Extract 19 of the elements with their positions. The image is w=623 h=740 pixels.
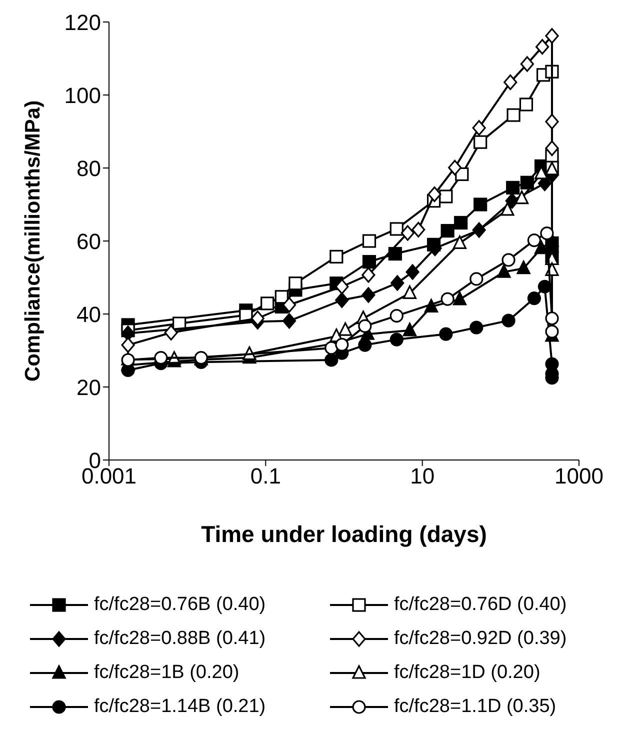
legend-label: fc/fc28=0.76D (0.40) — [394, 594, 567, 616]
y-tick-label: 100 — [64, 82, 101, 108]
x-tick-label: 10 — [410, 464, 435, 489]
legend-label: fc/fc28=1.1D (0.35) — [394, 696, 556, 718]
legend-label: fc/fc28=1.14B (0.21) — [94, 696, 266, 718]
y-tick-label: 20 — [76, 374, 101, 400]
x-axis-title: Time under loading (days) — [201, 521, 487, 547]
x-tick-label: 1000 — [554, 464, 604, 489]
y-tick-label: 40 — [76, 302, 101, 327]
legend-label: fc/fc28=1D (0.20) — [394, 662, 540, 684]
y-tick-label: 80 — [76, 156, 101, 181]
x-tick-label: 0.1 — [250, 464, 281, 489]
y-tick-label: 120 — [64, 10, 101, 35]
legend-label: fc/fc28=1B (0.20) — [94, 662, 240, 684]
y-axis-title: Compliance(millionths/MPa) — [21, 100, 44, 382]
legend-label: fc/fc28=0.88B (0.41) — [94, 628, 266, 650]
legend-label: fc/fc28=0.76B (0.40) — [94, 594, 266, 616]
y-tick-label: 60 — [76, 228, 101, 254]
legend-label: fc/fc28=0.92D (0.39) — [394, 628, 567, 650]
